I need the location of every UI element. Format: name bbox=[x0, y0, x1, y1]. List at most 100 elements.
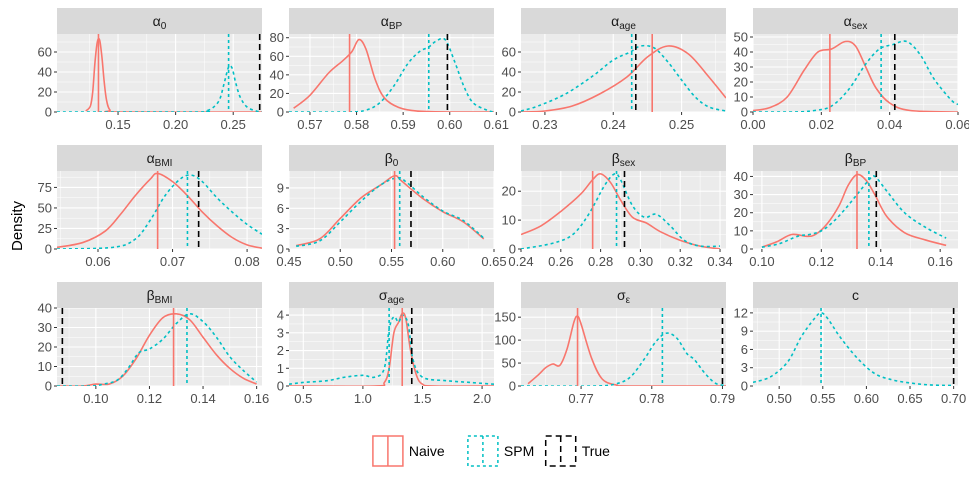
density-curve-spm bbox=[295, 176, 485, 248]
y-tick-label: 40 bbox=[734, 169, 748, 184]
panel-title-symbol: α bbox=[381, 13, 389, 29]
panel-title: αsex bbox=[844, 13, 868, 32]
x-tick-label: 0.5 bbox=[294, 391, 312, 406]
legend-label: SPM bbox=[504, 443, 534, 459]
x-tick-label: 0.06 bbox=[85, 254, 110, 269]
density-curve-naive bbox=[521, 45, 726, 112]
x-tick-label: 0.16 bbox=[928, 254, 953, 269]
strip-background bbox=[753, 145, 958, 171]
x-tick-label: 0.25 bbox=[221, 117, 246, 132]
y-tick-label: 0 bbox=[741, 379, 748, 394]
panel-title-symbol: α bbox=[153, 13, 161, 29]
panel-alpha-age: αage 0.23 0.24 0.25 0 20 40 60 bbox=[502, 8, 726, 132]
x-tick-label: 0.25 bbox=[669, 117, 694, 132]
panel-title: β0 bbox=[385, 150, 399, 169]
y-tick-label: 50 bbox=[38, 200, 52, 215]
x-tick-label: 0.50 bbox=[767, 391, 792, 406]
x-tick-label: 0.60 bbox=[437, 117, 462, 132]
x-tick-label: 0.32 bbox=[668, 254, 693, 269]
panel-title: σε bbox=[617, 287, 631, 306]
density-curve-spm bbox=[753, 40, 958, 112]
plot-area bbox=[521, 308, 726, 386]
panel-title-symbol: σ bbox=[617, 287, 626, 303]
x-tick-label: 0.20 bbox=[163, 117, 188, 132]
plot-area bbox=[57, 308, 262, 386]
panel-background bbox=[57, 34, 262, 112]
x-tick-label: 0.12 bbox=[137, 391, 162, 406]
panel-alpha-bp: αBP 0.57 0.58 0.59 0.60 0.61 0 20 40 60 80 bbox=[270, 8, 509, 132]
y-tick-label: 30 bbox=[734, 187, 748, 202]
plot-area bbox=[289, 34, 494, 112]
y-tick-label: 40 bbox=[38, 301, 52, 316]
panel-title: βsex bbox=[612, 150, 636, 169]
panel-beta-bp: βBP 0.10 0.12 0.14 0.16 0 10 20 30 40 bbox=[734, 145, 958, 269]
panel-title-symbol: α bbox=[147, 150, 155, 166]
x-tick-label: 0.45 bbox=[276, 254, 301, 269]
y-tick-label: 3 bbox=[277, 325, 284, 340]
panel-title: σage bbox=[379, 287, 405, 306]
panel-background bbox=[521, 171, 726, 249]
panel-title-subscript: 0 bbox=[161, 21, 167, 32]
y-tick-label: 30 bbox=[734, 60, 748, 75]
strip-background bbox=[521, 8, 726, 34]
panel-title-subscript: ε bbox=[626, 295, 631, 306]
y-tick-label: 0 bbox=[509, 379, 516, 394]
x-tick-label: 0.59 bbox=[390, 117, 415, 132]
y-tick-label: 40 bbox=[502, 65, 516, 80]
x-tick-label: 0.60 bbox=[430, 254, 455, 269]
strip-background bbox=[753, 282, 958, 308]
panel-title-subscript: BP bbox=[853, 158, 867, 169]
y-tick-label: 20 bbox=[270, 86, 284, 101]
x-tick-label: 0.14 bbox=[868, 254, 893, 269]
panel-sigma-eps: σε 0.77 0.78 0.79 0 50 100 150 bbox=[494, 282, 735, 406]
y-tick-label: 10 bbox=[734, 223, 748, 238]
panel-title-symbol: β bbox=[612, 150, 620, 166]
x-tick-label: 1.0 bbox=[354, 391, 372, 406]
y-tick-label: 0 bbox=[45, 242, 52, 257]
strip-background bbox=[57, 282, 262, 308]
strip-background bbox=[289, 8, 494, 34]
y-tick-label: 10 bbox=[38, 359, 52, 374]
y-tick-label: 40 bbox=[270, 67, 284, 82]
x-tick-label: 0.79 bbox=[710, 391, 735, 406]
y-tick-label: 50 bbox=[734, 30, 748, 45]
x-tick-label: 0.55 bbox=[379, 254, 404, 269]
strip-background bbox=[521, 145, 726, 171]
legend: Naive SPM True bbox=[372, 435, 610, 467]
x-tick-label: 0.06 bbox=[945, 117, 969, 132]
density-curve-naive bbox=[57, 312, 257, 386]
density-curve-spm bbox=[57, 174, 262, 249]
y-tick-label: 20 bbox=[38, 85, 52, 100]
panel-title-subscript: age bbox=[619, 21, 636, 32]
y-tick-label: 0 bbox=[741, 105, 748, 120]
panel-title-symbol: α bbox=[611, 13, 619, 29]
panel-title: βBP bbox=[845, 150, 867, 169]
y-tick-label: 12 bbox=[734, 305, 748, 320]
x-tick-label: 0.60 bbox=[854, 391, 879, 406]
plot-area bbox=[57, 34, 262, 112]
y-tick-label: 80 bbox=[270, 30, 284, 45]
plot-area bbox=[753, 308, 958, 386]
strip-background bbox=[753, 8, 958, 34]
x-tick-label: 0.65 bbox=[481, 254, 506, 269]
density-curve-spm bbox=[753, 312, 954, 386]
x-tick-label: 0.26 bbox=[548, 254, 573, 269]
density-curve-spm bbox=[521, 332, 726, 386]
panel-title: c bbox=[852, 287, 859, 303]
panel-title-subscript: sex bbox=[620, 158, 636, 169]
density-curve-naive bbox=[527, 315, 726, 386]
x-tick-label: 0.08 bbox=[234, 254, 259, 269]
plot-area bbox=[521, 171, 726, 249]
x-tick-label: 0.61 bbox=[484, 117, 509, 132]
density-curve-naive bbox=[293, 38, 494, 112]
y-tick-label: 0 bbox=[277, 379, 284, 394]
panel-background bbox=[753, 308, 958, 386]
x-tick-label: 0.58 bbox=[344, 117, 369, 132]
panel-title-symbol: α bbox=[844, 13, 852, 29]
panel-background bbox=[289, 34, 494, 112]
x-tick-label: 0.10 bbox=[749, 254, 774, 269]
